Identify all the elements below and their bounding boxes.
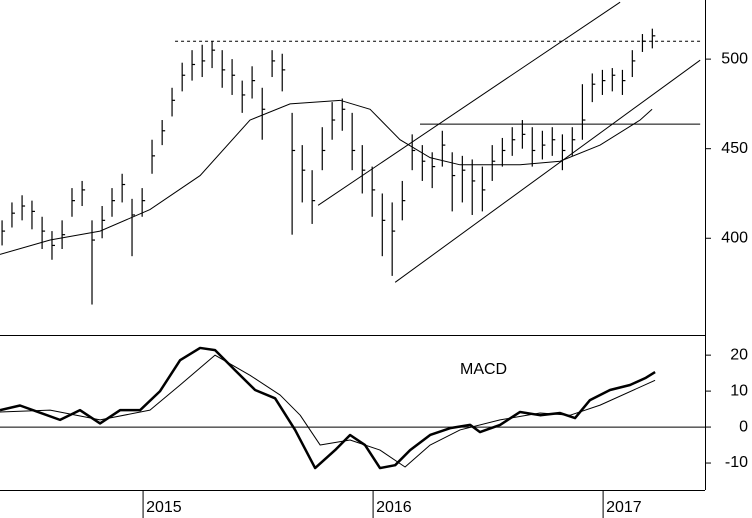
y-tick-label: -10 [725, 454, 748, 471]
annotation: MACD [460, 361, 507, 378]
overlay-line [317, 1, 621, 206]
macd-line [0, 354, 656, 468]
y-tick-label: 400 [721, 229, 748, 246]
x-tick-label: 2017 [606, 499, 642, 516]
y-tick-label: 10 [730, 382, 748, 399]
overlay-line [0, 99, 653, 255]
axes: 400 450 500 -10 0 10 20 MACD 2015 2016 2017 [142, 50, 748, 518]
macd-line [0, 346, 656, 470]
x-tick-label: 2015 [146, 499, 182, 516]
y-tick-label: 20 [730, 346, 748, 363]
overlay-line [394, 59, 701, 283]
y-tick-label: 450 [721, 140, 748, 157]
y-tick-label: 500 [721, 50, 748, 67]
macd-panel [0, 346, 705, 470]
y-tick-label: 0 [739, 418, 748, 435]
price-panel [0, 1, 701, 305]
x-tick-label: 2016 [376, 499, 412, 516]
